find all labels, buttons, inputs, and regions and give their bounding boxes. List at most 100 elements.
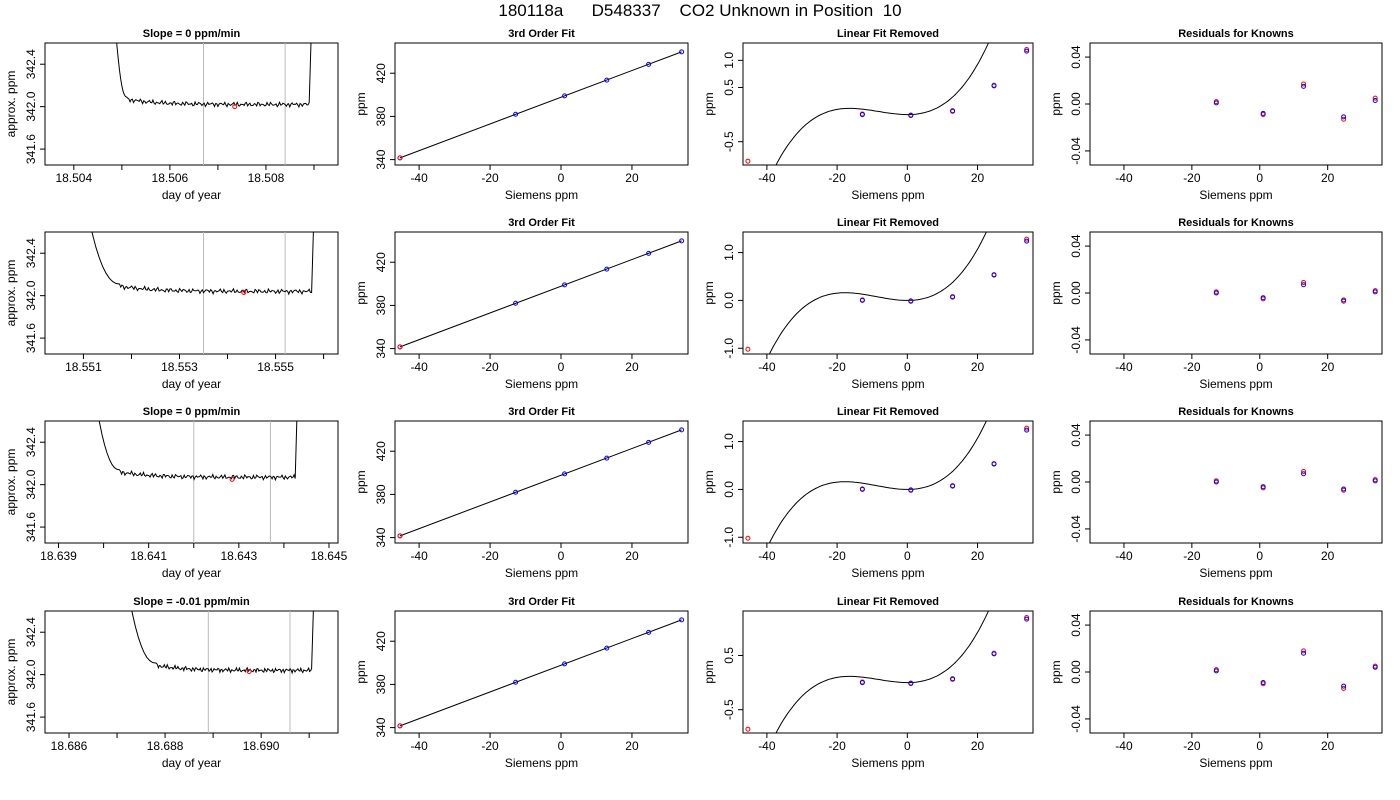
known-point — [646, 629, 652, 635]
chart-panel-2-4: Residuals for Knowns -40 -20 0 20 -0.04 0.00 0.… — [1049, 217, 1383, 391]
y-axis-label: approx. ppm — [4, 260, 18, 327]
blue-point — [991, 83, 997, 89]
fit-line — [399, 619, 682, 727]
plot-frame — [742, 420, 1034, 544]
y-tick-label: 1.0 — [722, 52, 736, 69]
x-tick-label: -20 — [481, 360, 499, 374]
y-tick-label: 341.6 — [24, 702, 38, 732]
chart-panel-4-3: Linear Fit Removed -40 -20 0 20 -0.5 0.5 Siemen… — [702, 596, 1034, 770]
cubic-curve — [768, 421, 987, 543]
panel-title: 3rd Order Fit — [508, 406, 575, 418]
fit-line — [399, 429, 682, 537]
y-axis-label: ppm — [702, 470, 716, 493]
x-tick-label: 20 — [971, 171, 985, 185]
plot-frame — [1089, 420, 1383, 544]
x-tick-label: -20 — [828, 171, 846, 185]
blue-point — [908, 680, 914, 686]
x-tick-label: 0 — [558, 549, 565, 563]
plot-area — [745, 43, 1030, 165]
x-axis-label: Siemens ppm — [1199, 756, 1272, 770]
y-tick-label: 342.4 — [24, 427, 38, 457]
y-tick-label: 342.0 — [24, 280, 38, 310]
y-tick-label: 0.00 — [1069, 660, 1083, 684]
x-tick-label: 0 — [904, 739, 911, 753]
panel-title: Slope = -0.01 ppm/min — [133, 596, 250, 608]
fit-line — [399, 240, 682, 348]
known-point — [513, 300, 519, 306]
y-tick-label: 341.6 — [24, 323, 38, 353]
x-tick-label: -40 — [410, 171, 428, 185]
chart-panel-2-2: 3rd Order Fit -40 -20 0 20 340 380 420 Siemens p… — [354, 217, 689, 391]
y-tick-label: -0.04 — [1069, 515, 1083, 543]
panel-title: Residuals for Knowns — [1178, 28, 1294, 40]
x-tick-label: -20 — [828, 360, 846, 374]
x-tick-label: -20 — [481, 171, 499, 185]
x-axis-label: Siemens ppm — [851, 377, 924, 391]
y-tick-label: 420 — [374, 252, 388, 272]
y-tick-label: 0.04 — [1069, 234, 1083, 258]
known-point — [604, 266, 610, 272]
plot-frame — [394, 231, 689, 355]
residual-blue-point — [1372, 289, 1378, 295]
red-point — [745, 726, 751, 732]
x-tick-label: 20 — [625, 549, 639, 563]
y-axis-label: ppm — [702, 281, 716, 304]
residual-blue-point — [1301, 83, 1307, 89]
cubic-curve — [768, 232, 987, 354]
plot-area — [397, 617, 685, 729]
panel-title: Residuals for Knowns — [1178, 217, 1294, 229]
blue-point — [950, 108, 956, 114]
known-point — [562, 471, 568, 477]
red-point — [745, 158, 751, 164]
red-point — [1024, 615, 1030, 621]
y-tick-label: 0.00 — [1069, 470, 1083, 494]
residual-blue-point — [1213, 290, 1219, 296]
known-point — [679, 427, 685, 433]
y-tick-label: -1.0 — [722, 527, 736, 548]
blue-point — [908, 298, 914, 304]
residual-blue-point — [1341, 486, 1347, 492]
x-axis-label: Siemens ppm — [1199, 566, 1272, 580]
x-tick-label: 18.555 — [257, 360, 294, 374]
x-tick-label: -40 — [758, 171, 776, 185]
plot-area — [91, 232, 314, 354]
plot-frame — [44, 610, 339, 734]
data-trace — [131, 611, 314, 675]
residual-red-point — [1301, 81, 1307, 87]
known-point — [513, 111, 519, 117]
y-tick-label: 380 — [374, 484, 388, 504]
x-axis-label: Siemens ppm — [1199, 377, 1272, 391]
red-point — [745, 346, 751, 352]
residual-blue-point — [1260, 110, 1266, 116]
x-axis-label: Siemens ppm — [505, 377, 578, 391]
y-axis-label: ppm — [354, 470, 368, 493]
chart-panel-4-2: 3rd Order Fit -40 -20 0 20 340 380 420 Siemens p… — [354, 596, 689, 770]
plot-frame — [44, 42, 339, 166]
x-tick-label: 18.553 — [161, 360, 198, 374]
x-tick-label: 20 — [1321, 360, 1335, 374]
panel-title: Slope = 0 ppm/min — [143, 406, 241, 418]
y-axis-label: approx. ppm — [4, 449, 18, 516]
chart-panel-4-1: Slope = -0.01 ppm/min 18.686 18.688 18.690 3… — [4, 596, 339, 770]
x-axis-label: day of year — [162, 756, 221, 770]
cubic-curve — [775, 611, 989, 733]
x-tick-label: 0 — [558, 360, 565, 374]
x-tick-label: 18.551 — [65, 360, 102, 374]
x-tick-label: 20 — [1321, 739, 1335, 753]
plot-area — [131, 611, 314, 733]
x-tick-label: 0 — [1256, 549, 1263, 563]
y-axis-label: ppm — [1049, 470, 1063, 493]
chart-panel-1-1: Slope = 0 ppm/min 18.504 18.506 18.508 341.6… — [4, 28, 339, 202]
chart-panel-2-3: Linear Fit Removed -40 -20 0 20 -1.0 0.0 1.0 Sie… — [702, 217, 1034, 391]
red-point — [1024, 236, 1030, 242]
plot-frame — [742, 42, 1034, 166]
panel-title: Linear Fit Removed — [837, 28, 939, 40]
sample-point — [397, 344, 403, 350]
x-tick-label: 18.504 — [55, 171, 92, 185]
sample-marker — [241, 289, 247, 295]
plot-frame — [44, 231, 339, 355]
y-axis-label: approx. ppm — [4, 71, 18, 138]
residual-blue-point — [1213, 668, 1219, 674]
x-tick-label: -40 — [758, 549, 776, 563]
chart-panel-4-4: Residuals for Knowns -40 -20 0 20 -0.04 0.00 0.… — [1049, 596, 1383, 770]
